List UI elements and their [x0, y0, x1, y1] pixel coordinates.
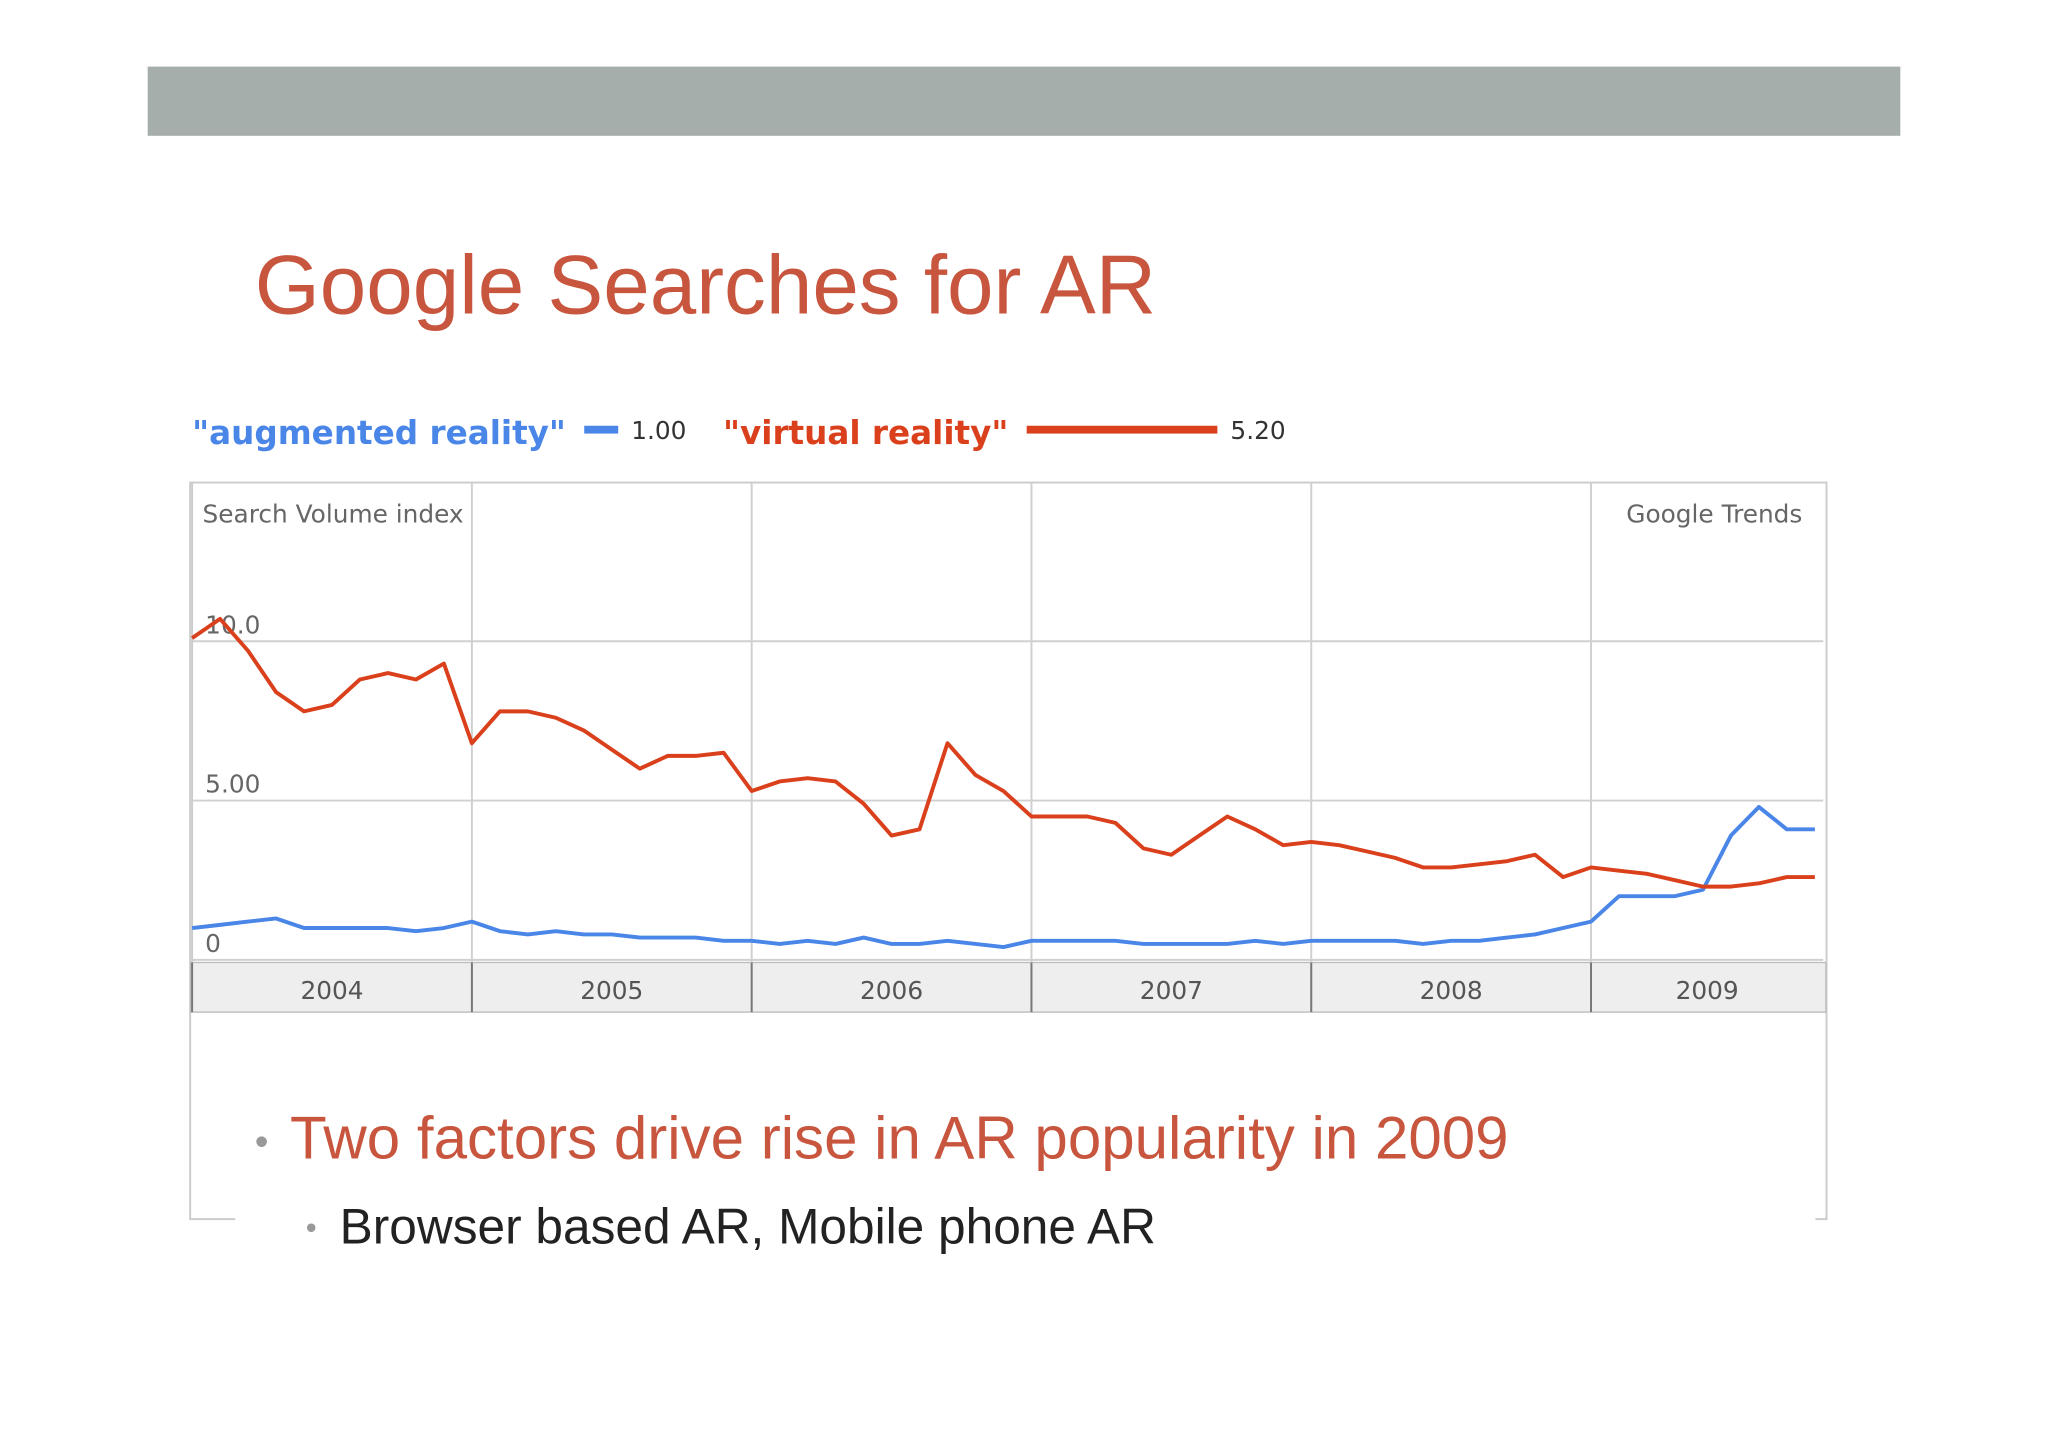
source-label: Google Trends — [1626, 499, 1802, 528]
legend-label: "augmented reality" — [192, 414, 566, 452]
y-tick-label: 0 — [205, 929, 221, 958]
legend-swatch — [584, 425, 619, 434]
bullet-area — [235, 1044, 1816, 1267]
header-bar — [147, 66, 1901, 136]
x-tick-label: 2007 — [1140, 976, 1203, 1005]
legend-swatch — [1026, 425, 1218, 434]
x-tick-label: 2006 — [860, 976, 923, 1005]
x-tick-label: 2009 — [1676, 976, 1739, 1005]
bullet: Two factors drive rise in AR popularity … — [290, 1104, 1509, 1171]
sub-bullet: Browser based AR, Mobile phone AR — [340, 1198, 1156, 1254]
series-line — [191, 804, 1815, 950]
legend-average: 1.00 — [631, 416, 686, 445]
bullet-dot: • — [255, 1120, 269, 1163]
bullet-dot: • — [306, 1210, 317, 1245]
x-tick-label: 2005 — [580, 976, 643, 1005]
legend-label: "virtual reality" — [723, 414, 1008, 452]
legend-average: 5.20 — [1230, 416, 1285, 445]
year-strip — [190, 961, 1827, 1013]
slide-title: Google Searches for AR — [255, 237, 1156, 331]
y-tick-label: 5.00 — [205, 770, 260, 799]
series-line — [190, 616, 1815, 889]
y-axis-label: Search Volume index — [203, 499, 464, 528]
x-tick-label: 2004 — [300, 976, 363, 1005]
x-tick-label: 2008 — [1420, 976, 1483, 1005]
